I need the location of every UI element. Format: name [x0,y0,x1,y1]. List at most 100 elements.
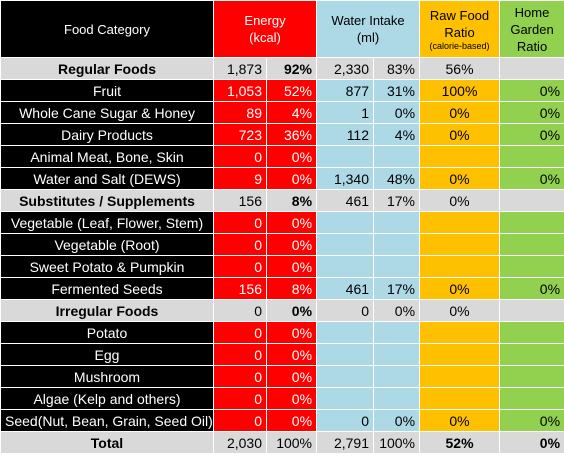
header-water-unit: (ml) [356,30,380,45]
energy-percent: 0% [265,145,318,168]
energy-percent: 0% [265,343,318,366]
energy-kcal: 0 [213,387,267,410]
water-percent: 48% [373,167,421,190]
water-ml [316,233,375,256]
home-garden-ratio: 0% [499,277,564,300]
header-energy: Energy (kcal) [212,0,318,58]
energy-kcal: 0 [213,299,267,322]
energy-kcal: 0 [213,145,267,168]
home-garden-ratio [499,365,564,388]
water-percent [373,365,421,388]
water-ml: 877 [316,79,375,102]
category-name: Sweet Potato & Pumpkin [0,255,214,278]
water-percent: 31% [373,79,421,102]
energy-percent: 92% [265,57,318,80]
water-percent: 4% [373,123,421,146]
water-ml [316,211,375,234]
raw-food-ratio: 56% [419,57,501,80]
water-percent [373,233,421,256]
table-row: Egg 0 0% [0,343,564,366]
home-garden-ratio: 0% [499,167,564,190]
raw-food-ratio: 0% [419,299,501,322]
water-ml: 0 [316,409,375,432]
category-name: Whole Cane Sugar & Honey [0,101,214,124]
energy-percent: 0% [265,233,318,256]
energy-kcal: 89 [213,101,267,124]
water-percent [373,343,421,366]
header-water-title: Water Intake [331,13,405,28]
table-row: Mushroom 0 0% [0,365,564,388]
energy-kcal: 0 [213,365,267,388]
water-percent [373,321,421,344]
water-ml: 461 [316,277,375,300]
water-ml: 2,330 [316,57,375,80]
group-row: Irregular Foods 0 0% 0 0% 0% [0,299,564,322]
header-raw-basis: (calorie-based) [429,40,490,51]
home-garden-ratio [499,255,564,278]
water-percent: 83% [373,57,421,80]
raw-food-ratio: 0% [419,101,501,124]
table-row: Potato 0 0% [0,321,564,344]
group-row: Substitutes / Supplements 156 8% 461 17% 0% [0,189,564,212]
header-garden-title-2: Garden [510,21,554,37]
food-intake-table: Food Category Energy (kcal) Water Intake… [0,0,564,454]
category-name: Algae (Kelp and others) [0,387,214,410]
total-label: Total [0,431,214,454]
energy-kcal: 1,873 [213,57,267,80]
total-energy-percent: 100% [265,431,318,454]
energy-kcal: 723 [213,123,267,146]
energy-percent: 0% [265,365,318,388]
raw-food-ratio: 0% [419,189,501,212]
energy-percent: 52% [265,79,318,102]
water-percent [373,145,421,168]
energy-percent: 0% [265,211,318,234]
raw-food-ratio [419,343,501,366]
header-garden-title: Home [514,4,550,20]
energy-percent: 4% [265,101,318,124]
raw-food-ratio [419,145,501,168]
header-row: Food Category Energy (kcal) Water Intake… [0,0,564,58]
energy-kcal: 0 [213,321,267,344]
header-food-category: Food Category [0,0,214,58]
total-water-ml: 2,791 [316,431,375,454]
water-ml [316,343,375,366]
table-row: Fermented Seeds 156 8% 461 17% 0% 0% [0,277,564,300]
total-row: Total 2,030 100% 2,791 100% 52% 0% [0,431,564,454]
home-garden-ratio: 0% [499,123,564,146]
energy-kcal: 0 [213,233,267,256]
home-garden-ratio [499,145,564,168]
group-row: Regular Foods 1,873 92% 2,330 83% 56% [0,57,564,80]
total-water-percent: 100% [373,431,421,454]
water-ml: 1,340 [316,167,375,190]
energy-percent: 0% [265,387,318,410]
water-ml [316,387,375,410]
water-ml: 1 [316,101,375,124]
water-percent: 0% [373,299,421,322]
table-row: Seed(Nut, Bean, Grain, Seed Oil) 0 0% 0 0% 0%… [0,409,564,432]
home-garden-ratio: 0% [499,79,564,102]
category-name: Mushroom [0,365,214,388]
water-percent [373,211,421,234]
water-percent: 0% [373,101,421,124]
water-ml: 0 [316,299,375,322]
home-garden-ratio [499,233,564,256]
category-name: Fruit [0,79,214,102]
raw-food-ratio [419,387,501,410]
category-name: Water and Salt (DEWS) [0,167,214,190]
header-raw-food: Raw Food Ratio (calorie-based) [419,0,501,58]
home-garden-ratio [499,321,564,344]
energy-kcal: 1,053 [213,79,267,102]
water-ml: 112 [316,123,375,146]
energy-kcal: 0 [213,255,267,278]
energy-percent: 8% [265,277,318,300]
table-row: Sweet Potato & Pumpkin 0 0% [0,255,564,278]
header-garden-title-3: Ratio [516,38,548,54]
total-raw-food-ratio: 52% [419,431,501,454]
table-row: Dairy Products 723 36% 112 4% 0% 0% [0,123,564,146]
total-energy-kcal: 2,030 [213,431,267,454]
energy-percent: 8% [265,189,318,212]
raw-food-ratio: 0% [419,123,501,146]
water-ml [316,365,375,388]
header-energy-title: Energy [244,13,286,28]
category-name: Vegetable (Root) [0,233,214,256]
